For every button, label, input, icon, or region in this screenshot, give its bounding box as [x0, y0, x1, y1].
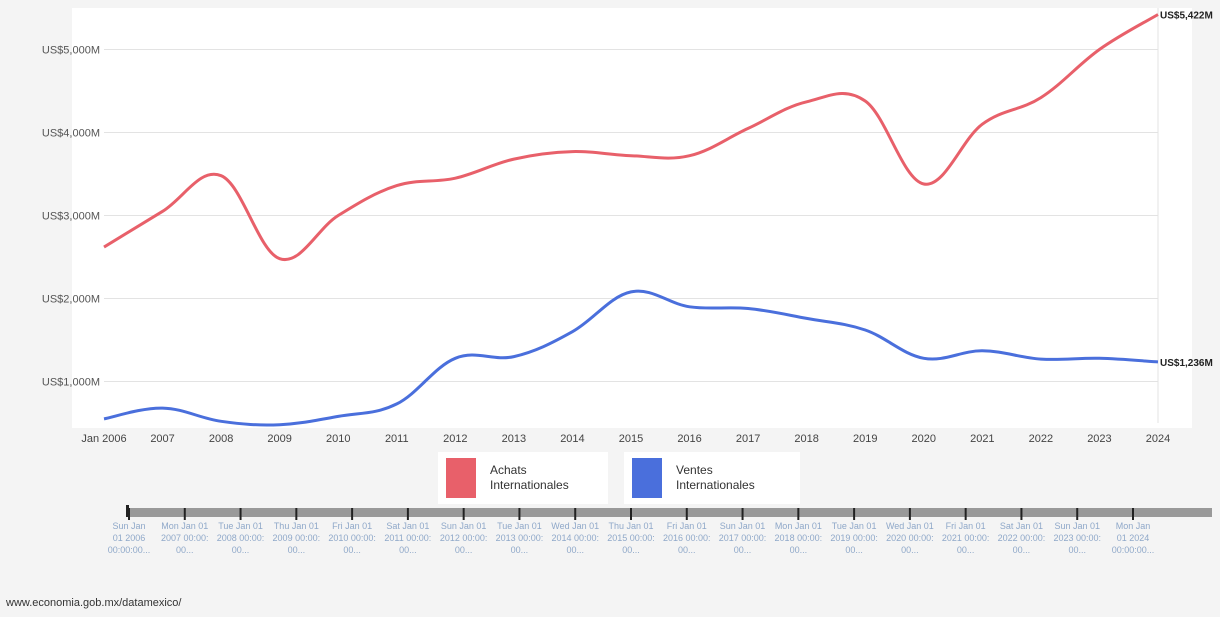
- x-tick-label: 2024: [1146, 433, 1170, 445]
- time-slider-label: Sat Jan 01 2011 00:00: 00...: [384, 521, 432, 555]
- legend-swatch-ventes: [632, 458, 662, 498]
- x-tick-label: 2007: [150, 433, 174, 445]
- legend-label-achats-line2: Internationales: [490, 478, 569, 492]
- time-slider-label: Fri Jan 01 2016 00:00: 00...: [662, 521, 711, 555]
- time-slider-label: Mon Jan 01 2024 00:00:00...: [1111, 521, 1155, 555]
- time-slider-label: Fri Jan 01 2021 00:00: 00...: [941, 521, 990, 555]
- source-link[interactable]: www.economia.gob.mx/datamexico/: [6, 597, 182, 609]
- series-line-0: [103, 13, 1159, 262]
- time-slider-handle-start: [126, 505, 129, 517]
- x-tick-label: 2015: [619, 433, 643, 445]
- legend-label-achats: Achats Internationales: [490, 463, 580, 493]
- time-slider-label: Tue Jan 01 2008 00:00: 00...: [216, 521, 265, 555]
- x-tick-label: 2013: [502, 433, 526, 445]
- x-tick-label: 2022: [1029, 433, 1053, 445]
- y-tick-label: US$2,000M: [42, 294, 100, 306]
- x-tick-label: 2017: [736, 433, 760, 445]
- time-slider-label: Thu Jan 01 2015 00:00: 00...: [607, 521, 655, 555]
- y-tick-label: US$3,000M: [42, 211, 100, 223]
- time-slider-label: Fri Jan 01 2010 00:00: 00...: [328, 521, 376, 555]
- time-slider-label: Sun Jan 01 2006 00:00:00...: [107, 521, 151, 555]
- x-tick-label: 2009: [267, 433, 291, 445]
- time-slider-track: [130, 508, 1212, 517]
- time-slider-label: Wed Jan 01 2020 00:00: 00...: [885, 521, 934, 555]
- y-tick-label: US$1,000M: [42, 377, 100, 389]
- legend-item-ventes[interactable]: Ventes Internationales: [624, 452, 800, 504]
- series-line-1: [103, 289, 1159, 427]
- time-slider-label: Wed Jan 01 2014 00:00: 00...: [551, 521, 600, 555]
- time-slider-label: Sat Jan 01 2022 00:00: 00...: [997, 521, 1046, 555]
- x-tick-label: 2008: [209, 433, 233, 445]
- time-slider-label: Sun Jan 01 2017 00:00: 00...: [718, 521, 767, 555]
- x-tick-label: 2014: [560, 433, 584, 445]
- series-end-label-1: US$1,236M: [1160, 358, 1213, 369]
- series-end-label-0: US$5,422M: [1160, 10, 1213, 21]
- time-slider-label: Sun Jan 01 2023 00:00: 00...: [1053, 521, 1101, 555]
- x-tick-label: Jan 2006: [81, 433, 126, 445]
- legend-item-achats[interactable]: Achats Internationales: [438, 452, 608, 504]
- x-tick-label: 2018: [794, 433, 818, 445]
- time-slider-label: Tue Jan 01 2013 00:00: 00...: [495, 521, 544, 555]
- time-slider-label: Mon Jan 01 2007 00:00: 00...: [160, 521, 209, 555]
- time-slider-label: Sun Jan 01 2012 00:00: 00...: [439, 521, 488, 555]
- legend-swatch-achats: [446, 458, 476, 498]
- x-tick-label: 2019: [853, 433, 877, 445]
- x-tick-label: 2023: [1087, 433, 1111, 445]
- y-tick-label: US$5,000M: [42, 45, 100, 57]
- x-tick-label: 2016: [677, 433, 701, 445]
- time-slider-label: Tue Jan 01 2019 00:00: 00...: [830, 521, 878, 555]
- legend-label-ventes: Ventes Internationales: [676, 463, 766, 493]
- legend-label-ventes-line2: Internationales: [676, 478, 755, 492]
- y-tick-label: US$4,000M: [42, 128, 100, 140]
- x-tick-label: 2012: [443, 433, 467, 445]
- legend-label-ventes-line1: Ventes: [676, 463, 713, 477]
- x-tick-label: 2011: [385, 433, 409, 445]
- time-slider-label: Mon Jan 01 2018 00:00: 00...: [774, 521, 823, 555]
- x-tick-label: 2020: [912, 433, 936, 445]
- legend-label-achats-line1: Achats: [490, 463, 527, 477]
- x-tick-label: 2021: [970, 433, 994, 445]
- time-slider-label: Thu Jan 01 2009 00:00: 00...: [272, 521, 321, 555]
- x-tick-label: 2010: [326, 433, 350, 445]
